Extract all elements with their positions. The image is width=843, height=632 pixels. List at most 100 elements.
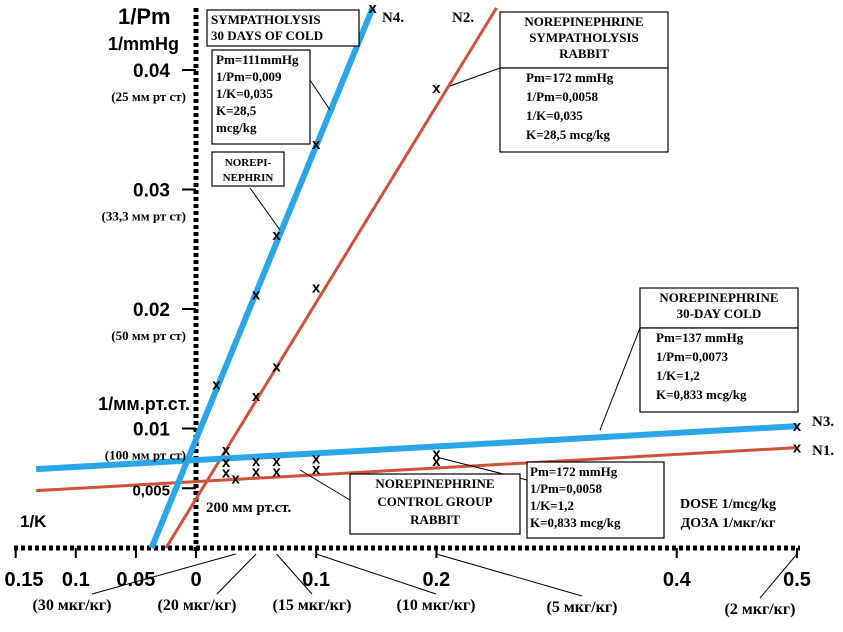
dose-connector: [759, 553, 798, 599]
annotation-line: 1/K=0,035: [216, 86, 273, 101]
data-point: x: [272, 227, 281, 244]
data-point: x: [252, 287, 261, 304]
y-tick-sublabel: (50 мм рт ст): [111, 328, 186, 343]
data-point: x: [312, 461, 321, 478]
annotation-n1-title: NOREPINEPHRINE CONTROL GROUP RABBIT: [349, 473, 521, 535]
series-label: N4.: [382, 10, 404, 26]
x-negative-label: 1/K: [20, 512, 47, 531]
annotations: SYMPATHOLYSIS 30 DAYS OF COLD Pm=111mmHg 1/…: [206, 9, 799, 539]
y-tick-label: 0,005: [132, 482, 170, 499]
annotation-line: Pm=172 mmHg: [526, 70, 614, 85]
dose-label: (5 мкг/кг): [547, 599, 618, 616]
annotation-line: 1/K=1,2: [530, 498, 574, 513]
data-point: x: [793, 440, 802, 457]
annotation-box: [206, 9, 360, 47]
annotation-connector: [309, 79, 331, 111]
dose-connector: [316, 553, 437, 595]
dose-label: (15 мкг/кг): [273, 597, 352, 614]
dose-label: (20 мкг/кг): [158, 597, 237, 614]
annotation-line: 30-DAY COLD: [677, 306, 762, 321]
annotation-n2-params: Pm=172 mmHg 1/Pm=0,0058 1/K=0,035 K=28,5 mc…: [499, 67, 669, 153]
data-point: x: [432, 453, 441, 470]
annotation-line: 30 DAYS OF COLD: [211, 28, 323, 43]
data-point: x: [252, 453, 261, 470]
annotation-line: K=28,5 mcg/kg: [526, 127, 610, 142]
annotation-line: K=0,833 mcg/kg: [530, 515, 621, 530]
axes: [14, 8, 800, 558]
series-label: N1.: [812, 443, 834, 459]
annotation-line: NOREPINEPHRINE: [659, 290, 778, 305]
annotation-norepi-small: NOREPI- NEPHRIN: [211, 151, 285, 187]
x-tick-label: 0.15: [5, 569, 44, 591]
y-tick-sublabel: (33,3 мм рт ст): [102, 209, 186, 224]
dose-label: (30 мкг/кг): [33, 597, 112, 614]
x-tick-label: 0.4: [663, 569, 692, 591]
dose-connector: [436, 553, 583, 597]
y-tick-sublabel: (100 мм рт ст): [105, 448, 186, 463]
series-label: N2.: [452, 10, 474, 26]
y-axis-alt-title: 1/мм.рт.ст.: [98, 394, 190, 414]
annotation-box: [639, 287, 799, 329]
data-point: x: [222, 454, 231, 471]
dose-label: (10 мкг/кг): [397, 597, 476, 614]
annotation-line: 1/Pm=0,0073: [656, 349, 729, 364]
annotation-n1-params: Pm=172 mmHg 1/Pm=0,0058 1/K=1,2 K=0,833 mcg…: [526, 461, 665, 539]
annotation-line: NOREPINEPHRINE: [375, 476, 494, 491]
dose-label: (2 мкг/кг): [725, 601, 796, 618]
annotation-box: [639, 327, 799, 413]
data-point: x: [222, 465, 231, 482]
data-point: x: [212, 376, 221, 393]
x-tick-label: 0.1: [302, 569, 330, 591]
annotation-line: Pm=172 mmHg: [530, 464, 618, 479]
data-point: x: [231, 471, 240, 488]
annotation-box: [211, 151, 285, 187]
x-tick-label: 0.05: [116, 569, 155, 591]
y-axis-unit: 1/mmHg: [108, 34, 179, 54]
y-tick-sublabel: (25 мм рт ст): [111, 89, 186, 104]
data-point: x: [272, 453, 281, 470]
series-line-n4: [148, 6, 376, 550]
annotation-line: 1/Pm=0,0058: [530, 481, 603, 496]
data-point: x: [272, 358, 281, 375]
annotation-line: K=28,5: [216, 103, 257, 118]
annotation-box: [499, 67, 669, 153]
annotation-connector: [599, 327, 641, 431]
data-point: x: [432, 446, 441, 463]
annotation-line: 1/K=1,2: [656, 368, 700, 383]
series-line-n3: [35, 423, 798, 473]
data-point: x: [252, 464, 261, 481]
annotation-line: 1/Pm=0,0058: [526, 89, 599, 104]
data-point: x: [252, 388, 261, 405]
x-tick-label: 0: [190, 569, 201, 591]
annotation-line: NOREPI-: [225, 157, 272, 169]
dose-connector: [91, 553, 236, 595]
y-extra-label: 200 мм рт.ст.: [206, 500, 291, 516]
annotation-line: RABBIT: [410, 512, 460, 527]
annotation-line: 1/K=0,035: [526, 108, 583, 123]
data-point: x: [272, 464, 281, 481]
x-axis-title-en: DOSE 1/mcg/kg: [680, 497, 776, 512]
x-tick-label: 0.2: [422, 569, 450, 591]
series-lines: [35, 6, 798, 550]
annotation-line: K=0,833 mcg/kg: [656, 387, 747, 402]
data-point: x: [312, 136, 321, 153]
annotation-line: Pm=111mmHg: [216, 52, 299, 67]
annotation-n4-params: Pm=111mmHg 1/Pm=0,009 1/K=0,035 K=28,5 mcg/k…: [211, 49, 311, 145]
annotation-box: [349, 473, 521, 535]
data-point: x: [432, 80, 441, 97]
annotation-box: [499, 11, 669, 69]
y-tick-label: 0.01: [133, 420, 170, 441]
y-tick-label: 0.04: [133, 61, 170, 82]
annotation-n3-params: Pm=137 mmHg 1/Pm=0,0073 1/K=1,2 K=0,833 mcg…: [639, 327, 799, 413]
annotation-connector: [249, 187, 281, 231]
y-axis-title: 1/Pm: [118, 4, 171, 29]
annotation-box: [211, 49, 311, 145]
series-label: N3.: [812, 414, 834, 430]
annotation-line: SYMPATHOLYSIS: [529, 30, 639, 45]
annotation-line: CONTROL GROUP: [377, 494, 492, 509]
annotation-connector: [299, 469, 351, 501]
dose-connector: [276, 553, 313, 595]
